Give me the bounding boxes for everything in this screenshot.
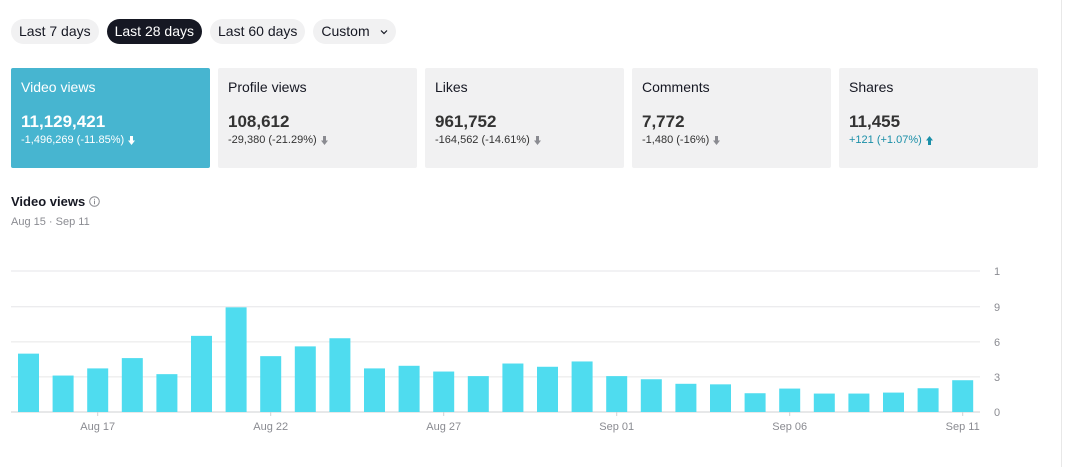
bar-sep-07[interactable] xyxy=(813,393,835,412)
bar-sep-04[interactable] xyxy=(710,384,731,412)
card-delta: -1,480 (-16%) xyxy=(642,134,821,147)
card-title: Shares xyxy=(849,79,894,95)
card-value: 7,772 xyxy=(642,112,685,131)
bar-aug-28[interactable] xyxy=(467,376,489,412)
card-likes[interactable]: Likes 961,752 -164,562 (-14.61%) xyxy=(425,68,624,168)
bar-sep-02[interactable] xyxy=(640,379,662,412)
bar-aug-16[interactable] xyxy=(52,375,74,412)
bar-aug-31[interactable] xyxy=(571,361,593,412)
range-custom-dropdown[interactable]: Custom xyxy=(313,19,396,44)
bar-aug-23[interactable] xyxy=(294,346,316,412)
card-delta-text: -29,380 (-21.29%) xyxy=(228,134,317,146)
info-icon[interactable] xyxy=(89,196,100,207)
bar-sep-09[interactable] xyxy=(883,392,904,412)
bar-aug-19[interactable] xyxy=(156,374,178,412)
card-value: 11,129,421 xyxy=(21,112,106,131)
bar-aug-24[interactable] xyxy=(329,338,351,412)
bar-aug-22[interactable] xyxy=(260,356,282,412)
video-views-chart: 0 323.3K 646.7K 970.0K 1.3M Aug 17 Aug 22 Aug … xyxy=(11,266,1000,433)
panel-divider xyxy=(1061,0,1062,467)
arrow-down-icon xyxy=(713,136,721,145)
chart-title: Video views xyxy=(11,194,100,209)
arrow-down-icon xyxy=(320,136,328,145)
bar-aug-26[interactable] xyxy=(398,365,420,412)
arrow-up-icon xyxy=(925,136,933,145)
card-delta-text: -1,496,269 (-11.85%) xyxy=(21,134,125,146)
card-value: 108,612 xyxy=(228,112,290,131)
range-custom-label: Custom xyxy=(321,23,370,39)
bar-aug-27[interactable] xyxy=(433,371,455,412)
range-last-7-days[interactable]: Last 7 days xyxy=(11,19,99,44)
card-title: Likes xyxy=(435,79,468,95)
card-title: Profile views xyxy=(228,79,307,95)
metric-cards: Video views 11,129,421 -1,496,269 (-11.8… xyxy=(11,68,1038,168)
range-last-28-days[interactable]: Last 28 days xyxy=(106,19,202,44)
range-last-60-days[interactable]: Last 60 days xyxy=(210,19,306,44)
x-tick-label: Aug 17 xyxy=(80,421,115,433)
bar-sep-10[interactable] xyxy=(917,388,939,412)
y-tick-label: 970.0K xyxy=(994,302,1000,314)
x-tick-label: Aug 27 xyxy=(426,421,461,433)
bar-sep-05[interactable] xyxy=(744,393,766,412)
card-delta: -29,380 (-21.29%) xyxy=(228,134,407,147)
bar-aug-20[interactable] xyxy=(191,335,212,412)
date-range-selector: Last 7 days Last 28 days Last 60 days Cu… xyxy=(11,19,396,44)
card-shares[interactable]: Shares 11,455 +121 (+1.07%) xyxy=(839,68,1038,168)
card-delta: +121 (+1.07%) xyxy=(849,134,1028,147)
card-comments[interactable]: Comments 7,772 -1,480 (-16%) xyxy=(632,68,831,168)
bar-aug-25[interactable] xyxy=(364,368,385,412)
bar-aug-21[interactable] xyxy=(225,307,247,412)
arrow-down-icon xyxy=(128,136,136,145)
bar-aug-18[interactable] xyxy=(121,358,143,412)
arrow-down-icon xyxy=(533,136,541,145)
card-delta: -1,496,269 (-11.85%) xyxy=(21,134,200,147)
chart-title-text: Video views xyxy=(11,194,86,209)
y-tick-label: 1.3M xyxy=(994,266,1000,278)
x-tick-label: Sep 01 xyxy=(599,421,634,433)
y-tick-label: 646.7K xyxy=(994,337,1000,349)
card-delta: -164,562 (-14.61%) xyxy=(435,134,614,147)
x-tick-label: Sep 06 xyxy=(772,421,807,433)
bar-sep-01[interactable] xyxy=(606,376,628,412)
chevron-down-icon xyxy=(380,29,388,34)
bar-aug-29[interactable] xyxy=(502,363,524,412)
card-title: Comments xyxy=(642,79,710,95)
bar-aug-17[interactable] xyxy=(87,368,109,412)
x-tick-label: Aug 22 xyxy=(253,421,288,433)
bar-aug-15[interactable] xyxy=(18,353,39,412)
card-value: 11,455 xyxy=(849,112,901,131)
chart-date-range: Aug 15 · Sep 11 xyxy=(11,216,90,228)
bar-sep-08[interactable] xyxy=(848,393,870,412)
card-video-views[interactable]: Video views 11,129,421 -1,496,269 (-11.8… xyxy=(11,68,210,168)
card-delta-text: +121 (+1.07%) xyxy=(849,134,922,146)
card-title: Video views xyxy=(21,79,96,95)
y-tick-label: 0 xyxy=(994,407,1000,419)
card-delta-text: -164,562 (-14.61%) xyxy=(435,134,530,146)
card-value: 961,752 xyxy=(435,112,497,131)
bar-aug-30[interactable] xyxy=(537,366,558,412)
y-tick-label: 323.3K xyxy=(994,372,1000,384)
card-delta-text: -1,480 (-16%) xyxy=(642,134,710,146)
bar-sep-06[interactable] xyxy=(779,388,801,412)
bar-sep-03[interactable] xyxy=(675,383,697,412)
x-tick-label: Sep 11 xyxy=(946,421,980,433)
card-profile-views[interactable]: Profile views 108,612 -29,380 (-21.29%) xyxy=(218,68,417,168)
bar-sep-11[interactable] xyxy=(952,380,974,412)
